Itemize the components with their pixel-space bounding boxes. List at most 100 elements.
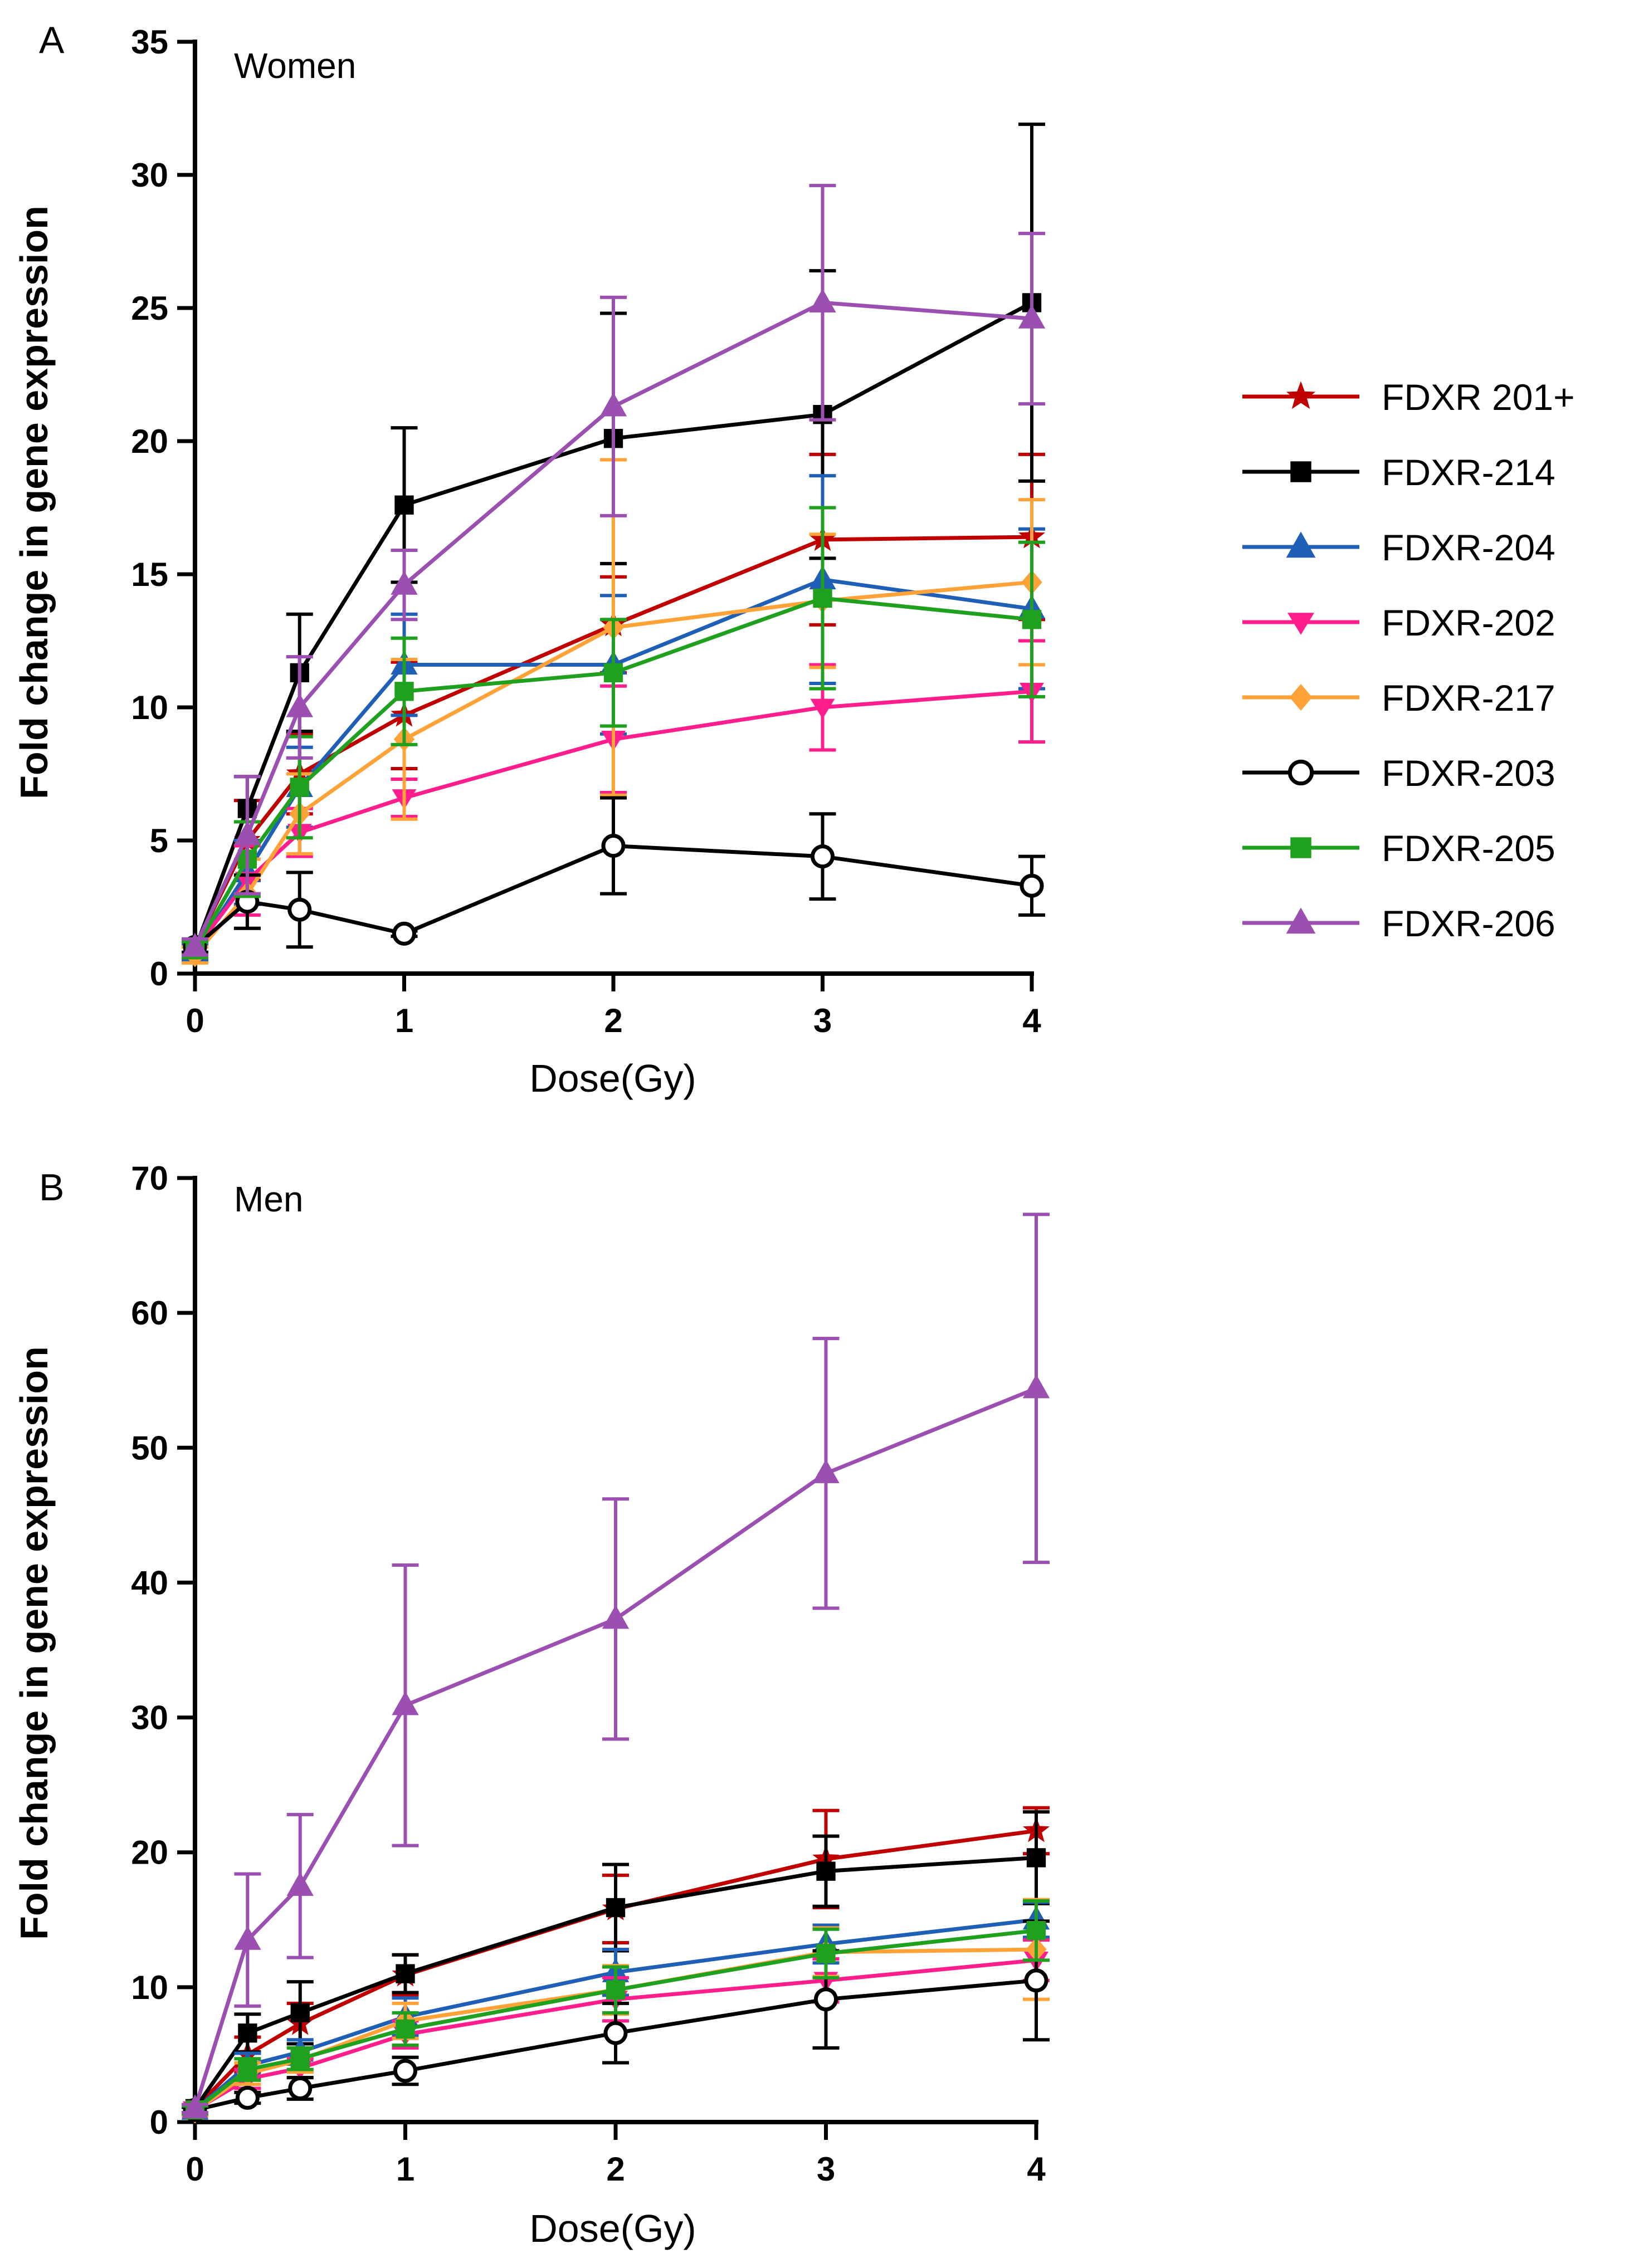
data-point — [290, 778, 309, 797]
data-point — [599, 392, 627, 417]
panel-b-series-fdxr-206 — [181, 1213, 1050, 2119]
data-point — [1026, 1848, 1046, 1868]
data-point — [396, 2019, 415, 2039]
data-point — [288, 2076, 313, 2101]
panel-b-x-tick-label: 2 — [606, 2150, 625, 2188]
legend-item-fdxr-217: FDXR-217 — [1242, 677, 1555, 718]
panel-b-subtitle: Men — [234, 1179, 304, 1219]
data-point — [181, 932, 209, 957]
data-point — [286, 693, 313, 717]
panel-b-y-tick-label: 30 — [131, 1699, 168, 1737]
data-point — [235, 2085, 260, 2110]
data-point — [392, 921, 417, 946]
data-point — [816, 1861, 836, 1881]
legend-label: FDXR-217 — [1382, 677, 1555, 718]
data-point — [287, 897, 312, 922]
panel-a-series-fdxr-203 — [182, 796, 1045, 959]
data-point — [234, 1925, 261, 1950]
panel-b-series — [181, 1213, 1050, 2124]
panel-a-x-tick-label: 1 — [395, 1002, 413, 1039]
legend-marker — [1286, 381, 1316, 409]
data-point — [290, 2049, 310, 2069]
legend-marker — [1286, 531, 1316, 558]
data-point — [238, 2023, 257, 2043]
legend-item-fdxr-203: FDXR-203 — [1242, 752, 1555, 794]
data-point — [602, 1605, 630, 1629]
legend-label: FDXR-206 — [1382, 903, 1555, 944]
panel-a-women: A Women 0 5 10 15 20 25 30 35 0 1 2 3 4 Dose(Gy) Fol… — [12, 19, 1046, 1100]
panel-a-y-tick-label: 25 — [131, 290, 168, 327]
data-point — [181, 2094, 209, 2119]
data-point — [391, 570, 418, 595]
legend-marker — [1290, 837, 1311, 858]
data-point — [290, 2003, 310, 2023]
panel-b-y-tick-label: 70 — [131, 1160, 168, 1197]
panel-b-label: B — [39, 1166, 64, 1209]
panel-a-x-tick-label: 2 — [604, 1002, 622, 1039]
panel-b-x-axis-title: Dose(Gy) — [529, 2207, 696, 2250]
legend-label: FDXR-214 — [1382, 452, 1555, 493]
panel-a-ticks: 0 5 10 15 20 25 30 35 0 1 2 3 4 — [131, 23, 1041, 1039]
panel-b-x-tick-label: 3 — [817, 2150, 835, 2188]
legend-marker — [1289, 684, 1313, 711]
panel-a-label: A — [39, 19, 65, 61]
data-point — [1022, 610, 1042, 629]
panel-b-y-tick-label: 20 — [131, 1834, 168, 1871]
data-point — [1018, 304, 1046, 329]
data-point — [393, 2059, 418, 2083]
panel-a-x-tick-label: 0 — [186, 1002, 204, 1039]
panel-a-y-tick-label: 5 — [150, 822, 168, 859]
panel-b-x-tick-label: 1 — [396, 2150, 414, 2188]
legend-marker — [1287, 613, 1314, 635]
panel-a-series — [181, 123, 1046, 967]
legend-marker — [1290, 461, 1311, 482]
legend-item-fdxr-201: FDXR 201+ — [1242, 377, 1575, 418]
data-point — [233, 821, 261, 845]
data-point — [603, 2021, 628, 2045]
data-point — [810, 698, 835, 719]
legend: FDXR 201+ FDXR-214 FDXR-204 FDXR-202 FDXR-21… — [1242, 377, 1575, 944]
panel-a-y-tick-label: 35 — [131, 23, 168, 61]
data-point — [286, 1871, 314, 1896]
panel-a-y-tick-label: 10 — [131, 689, 168, 726]
legend-marker — [1286, 907, 1316, 934]
panel-b-men: B Men 0 10 20 30 40 50 60 70 0 1 2 3 4 Dose(Gy) Fold… — [12, 1160, 1050, 2250]
legend-item-fdxr-214: FDXR-214 — [1242, 452, 1555, 493]
data-point — [1022, 1374, 1050, 1399]
panel-b-y-tick-label: 40 — [131, 1564, 168, 1601]
legend-label: FDXR-202 — [1382, 602, 1555, 643]
legend-item-fdxr-206: FDXR-206 — [1242, 903, 1555, 944]
data-point — [1026, 1920, 1046, 1940]
data-point — [816, 1944, 836, 1963]
panel-a-x-tick-label: 4 — [1022, 1002, 1041, 1039]
data-point — [813, 588, 832, 608]
panel-a-x-tick-label: 3 — [813, 1002, 832, 1039]
data-point — [813, 1987, 838, 2012]
data-point — [606, 1898, 626, 1918]
legend-label: FDXR-205 — [1382, 828, 1555, 869]
panel-b-x-tick-label: 4 — [1027, 2150, 1046, 2188]
panel-b-y-tick-label: 50 — [131, 1429, 168, 1467]
legend-item-fdxr-205: FDXR-205 — [1242, 828, 1555, 869]
panel-a-subtitle: Women — [234, 46, 356, 86]
data-point — [1020, 873, 1044, 898]
data-point — [809, 289, 836, 313]
data-point — [396, 1964, 415, 1983]
data-point — [238, 2060, 257, 2079]
data-point — [606, 1980, 626, 2000]
legend-item-fdxr-202: FDXR-202 — [1242, 602, 1555, 643]
legend-label: FDXR-204 — [1382, 527, 1555, 568]
legend-label: FDXR-203 — [1382, 752, 1555, 794]
legend-item-fdxr-204: FDXR-204 — [1242, 527, 1555, 568]
panel-b-y-tick-label: 60 — [131, 1294, 168, 1332]
data-point — [601, 834, 626, 858]
data-point — [1024, 1968, 1048, 1993]
legend-marker — [1287, 759, 1314, 786]
panel-a-y-axis-title: Fold change in gene expression — [12, 206, 56, 799]
panel-a-y-tick-label: 0 — [150, 955, 168, 993]
data-point — [394, 495, 414, 515]
data-point — [394, 682, 414, 701]
panel-b-y-tick-label: 0 — [150, 2104, 168, 2141]
data-point — [810, 844, 835, 869]
